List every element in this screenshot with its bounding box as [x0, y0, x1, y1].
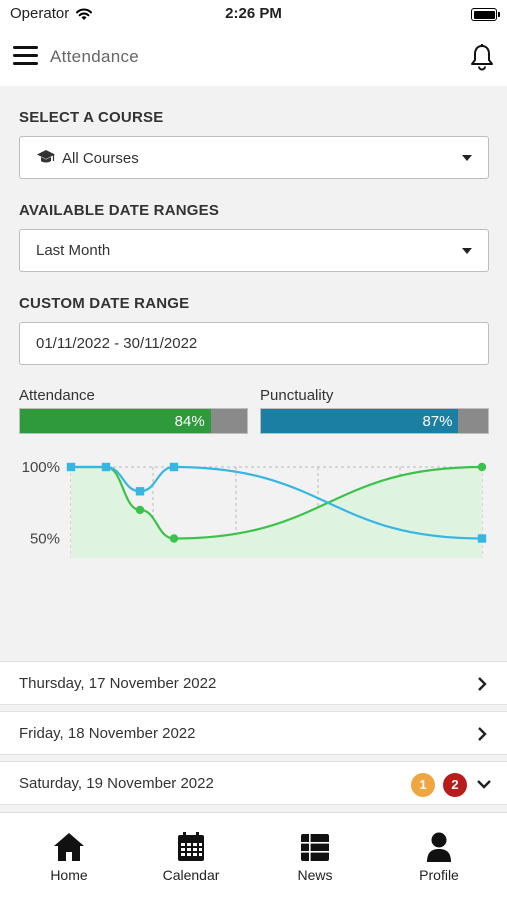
- day-row-label: Saturday, 19 November 2022: [19, 775, 214, 792]
- tab-home[interactable]: Home: [6, 813, 132, 900]
- course-section-label: SELECT A COURSE: [19, 109, 164, 126]
- calendar-icon: [178, 832, 204, 861]
- home-icon: [54, 833, 84, 861]
- punctuality-progress-fill: 87%: [261, 409, 459, 433]
- day-row-label: Thursday, 17 November 2022: [19, 675, 217, 692]
- date-ranges-section-label: AVAILABLE DATE RANGES: [19, 202, 220, 219]
- punctuality-percent: 87%: [422, 413, 453, 430]
- attendance-data-point: [169, 534, 179, 543]
- attendance-label: Attendance: [19, 387, 95, 404]
- status-bar: Operator 2:26 PM: [0, 0, 507, 30]
- app-header: Attendance: [0, 30, 507, 86]
- tab-home-label: Home: [50, 867, 88, 883]
- tab-news-label: News: [297, 867, 333, 883]
- battery-icon: [471, 8, 500, 21]
- warning-count-badge: 1: [411, 773, 435, 797]
- profile-icon: [427, 832, 451, 862]
- hamburger-menu-icon[interactable]: [13, 46, 38, 66]
- chevron-right-icon: [478, 677, 487, 691]
- bell-icon[interactable]: [469, 43, 495, 71]
- punctuality-data-point: [66, 462, 76, 472]
- chevron-right-icon: [478, 727, 487, 741]
- tab-calendar[interactable]: Calendar: [128, 813, 254, 900]
- page-title: Attendance: [50, 47, 140, 66]
- attendance-progress-fill: 84%: [20, 409, 211, 433]
- bottom-tab-bar: Home Calendar News: [0, 812, 507, 900]
- punctuality-label: Punctuality: [260, 387, 334, 404]
- punctuality-data-point: [101, 462, 111, 472]
- error-count-badge: 2: [443, 773, 467, 797]
- carrier-label: Operator: [10, 5, 70, 22]
- carrier-info: Operator: [10, 5, 93, 22]
- day-row-thursday[interactable]: Thursday, 17 November 2022: [0, 661, 507, 705]
- status-time: 2:26 PM: [225, 5, 282, 22]
- day-row-saturday[interactable]: Saturday, 19 November 2022 1 2: [0, 761, 507, 805]
- attendance-series-area: [71, 467, 482, 558]
- chevron-down-icon: [477, 780, 491, 789]
- y-tick-label: 100%: [22, 459, 60, 476]
- date-range-select-value: Last Month: [36, 242, 111, 259]
- graduation-cap-icon: [37, 150, 55, 163]
- attendance-percent: 84%: [174, 413, 205, 430]
- attendance-progress-bar: 84%: [19, 408, 248, 434]
- course-select-value: All Courses: [36, 149, 139, 167]
- chevron-down-icon: [462, 155, 472, 161]
- chevron-down-icon: [462, 248, 472, 254]
- attendance-data-point: [477, 462, 487, 472]
- date-range-select[interactable]: Last Month: [19, 229, 489, 272]
- punctuality-progress-bar: 87%: [260, 408, 489, 434]
- custom-range-section-label: CUSTOM DATE RANGE: [19, 295, 190, 312]
- custom-date-range-value: 01/11/2022 - 30/11/2022: [36, 335, 198, 352]
- punctuality-data-point: [135, 487, 145, 496]
- tab-news[interactable]: News: [252, 813, 378, 900]
- course-select-text: All Courses: [62, 150, 139, 167]
- tab-profile-label: Profile: [419, 867, 459, 883]
- custom-date-range-input[interactable]: 01/11/2022 - 30/11/2022: [19, 322, 489, 365]
- course-select[interactable]: All Courses: [19, 136, 489, 179]
- punctuality-data-point: [477, 534, 487, 543]
- y-tick-label: 50%: [30, 531, 60, 548]
- day-row-label: Friday, 18 November 2022: [19, 725, 196, 742]
- tab-profile[interactable]: Profile: [376, 813, 502, 900]
- wifi-icon: [76, 8, 93, 20]
- attendance-data-point: [135, 505, 145, 515]
- tab-calendar-label: Calendar: [162, 867, 220, 883]
- news-icon: [301, 834, 329, 861]
- punctuality-data-point: [169, 462, 179, 472]
- day-row-friday[interactable]: Friday, 18 November 2022: [0, 711, 507, 755]
